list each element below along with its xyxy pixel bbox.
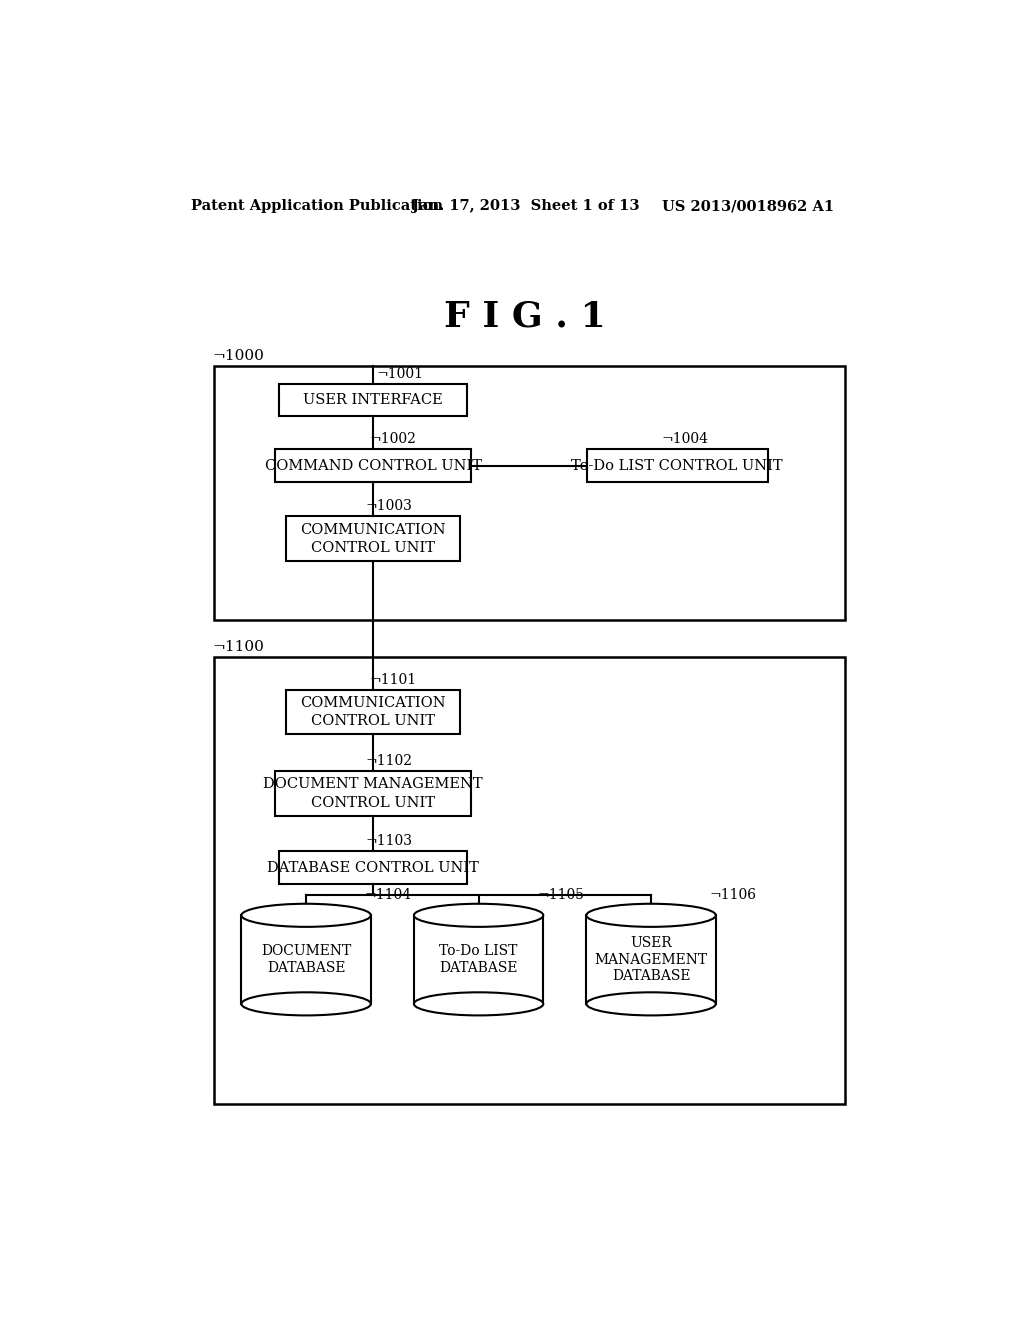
Text: Jan. 17, 2013  Sheet 1 of 13: Jan. 17, 2013 Sheet 1 of 13 bbox=[412, 199, 639, 213]
Text: ¬1002: ¬1002 bbox=[370, 433, 416, 446]
Text: ¬1103: ¬1103 bbox=[366, 834, 413, 849]
Text: ¬1000: ¬1000 bbox=[212, 348, 264, 363]
Ellipse shape bbox=[414, 993, 544, 1015]
Ellipse shape bbox=[242, 993, 371, 1015]
Text: ¬1106: ¬1106 bbox=[710, 888, 757, 903]
Text: Patent Application Publication: Patent Application Publication bbox=[190, 199, 442, 213]
Text: To-Do LIST CONTROL UNIT: To-Do LIST CONTROL UNIT bbox=[571, 458, 783, 473]
Text: US 2013/0018962 A1: US 2013/0018962 A1 bbox=[662, 199, 834, 213]
Bar bbox=[214, 367, 845, 620]
Bar bbox=[274, 449, 471, 482]
Text: ¬1004: ¬1004 bbox=[662, 433, 709, 446]
Bar bbox=[279, 384, 467, 416]
Text: ¬1104: ¬1104 bbox=[365, 888, 412, 903]
Bar bbox=[587, 449, 768, 482]
Text: ¬1101: ¬1101 bbox=[370, 673, 417, 686]
Ellipse shape bbox=[587, 904, 716, 927]
Text: DATABASE CONTROL UNIT: DATABASE CONTROL UNIT bbox=[267, 861, 479, 875]
Text: USER
MANAGEMENT
DATABASE: USER MANAGEMENT DATABASE bbox=[595, 936, 708, 983]
Ellipse shape bbox=[587, 993, 716, 1015]
Bar bbox=[587, 915, 716, 1003]
Text: DOCUMENT MANAGEMENT
CONTROL UNIT: DOCUMENT MANAGEMENT CONTROL UNIT bbox=[263, 777, 483, 810]
Text: ¬1003: ¬1003 bbox=[366, 499, 413, 513]
Text: DOCUMENT
DATABASE: DOCUMENT DATABASE bbox=[261, 945, 351, 974]
Bar bbox=[279, 851, 467, 884]
Text: ¬1105: ¬1105 bbox=[538, 888, 584, 903]
Bar bbox=[214, 657, 845, 1104]
Ellipse shape bbox=[414, 904, 544, 927]
Text: To-Do LIST
DATABASE: To-Do LIST DATABASE bbox=[439, 945, 518, 974]
Text: F I G . 1: F I G . 1 bbox=[444, 300, 605, 333]
Bar bbox=[414, 915, 544, 1003]
Text: ¬1102: ¬1102 bbox=[366, 754, 413, 768]
Text: COMMAND CONTROL UNIT: COMMAND CONTROL UNIT bbox=[264, 458, 481, 473]
Bar bbox=[274, 771, 471, 816]
Text: USER INTERFACE: USER INTERFACE bbox=[303, 393, 443, 407]
Bar bbox=[242, 915, 371, 1003]
Bar bbox=[287, 689, 460, 734]
Ellipse shape bbox=[242, 904, 371, 927]
Text: COMMUNICATION
CONTROL UNIT: COMMUNICATION CONTROL UNIT bbox=[300, 523, 445, 554]
Text: COMMUNICATION
CONTROL UNIT: COMMUNICATION CONTROL UNIT bbox=[300, 696, 445, 729]
Text: ¬1001: ¬1001 bbox=[377, 367, 424, 381]
Bar bbox=[287, 516, 460, 561]
Text: ¬1100: ¬1100 bbox=[212, 640, 264, 653]
